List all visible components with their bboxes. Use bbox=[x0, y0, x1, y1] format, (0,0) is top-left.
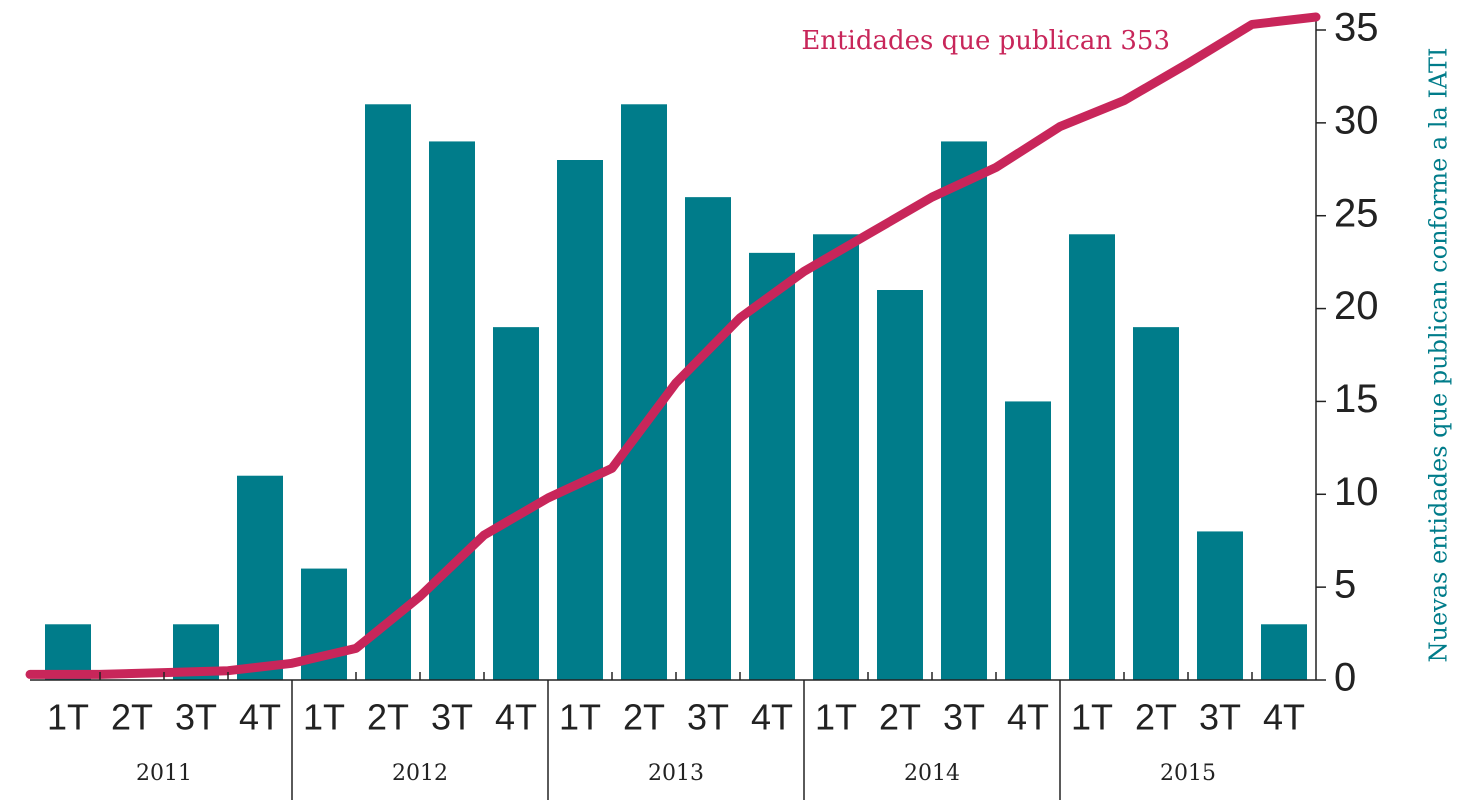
x-tick-label: 1T bbox=[1071, 697, 1113, 738]
y-tick-label: 30 bbox=[1334, 98, 1379, 142]
bar bbox=[685, 197, 731, 680]
group-label: 2013 bbox=[648, 761, 704, 786]
bar bbox=[1069, 234, 1115, 681]
y-tick-label: 15 bbox=[1334, 377, 1379, 421]
y-tick-label: 0 bbox=[1334, 656, 1356, 700]
x-tick-label: 3T bbox=[175, 697, 217, 738]
x-tick-label: 1T bbox=[303, 697, 345, 738]
x-tick-label: 4T bbox=[751, 697, 793, 738]
bar bbox=[877, 290, 923, 680]
bar bbox=[749, 252, 795, 680]
bar bbox=[813, 234, 859, 681]
x-tick-label: 3T bbox=[943, 697, 985, 738]
x-tick-label: 3T bbox=[1199, 697, 1241, 738]
y-tick-label: 5 bbox=[1334, 563, 1356, 607]
group-label: 2015 bbox=[1160, 761, 1216, 786]
y-axis-label: Nuevas entidades que publican conforme a… bbox=[1425, 48, 1453, 663]
bar bbox=[621, 104, 667, 681]
x-tick-label: 1T bbox=[559, 697, 601, 738]
line bbox=[25, 12, 1321, 679]
x-tick-label: 4T bbox=[239, 697, 281, 738]
x-tick-label: 2T bbox=[367, 697, 409, 738]
x-tick-label: 4T bbox=[495, 697, 537, 738]
bar bbox=[237, 475, 283, 680]
line-label: Entidades que publican 353 bbox=[801, 26, 1170, 56]
x-tick-label: 4T bbox=[1263, 697, 1305, 738]
x-tick-label: 4T bbox=[1007, 697, 1049, 738]
bar bbox=[1005, 401, 1051, 680]
x-tick-label: 3T bbox=[687, 697, 729, 738]
x-tick-label: 2T bbox=[1135, 697, 1177, 738]
x-tick-label: 1T bbox=[47, 697, 89, 738]
y-tick-label: 35 bbox=[1334, 6, 1379, 50]
x-tick-label: 2T bbox=[879, 697, 921, 738]
x-tick-label: 2T bbox=[111, 697, 153, 738]
x-tick-label: 2T bbox=[623, 697, 665, 738]
bar bbox=[1197, 531, 1243, 680]
bar bbox=[429, 141, 475, 680]
y-tick-label: 25 bbox=[1334, 191, 1379, 235]
bar bbox=[1261, 624, 1307, 680]
group-label: 2012 bbox=[392, 761, 448, 786]
bar bbox=[365, 104, 411, 681]
group-label: 2011 bbox=[136, 761, 192, 786]
group-label: 2014 bbox=[904, 761, 960, 786]
y-tick-label: 10 bbox=[1334, 470, 1379, 514]
bar bbox=[941, 141, 987, 680]
bar bbox=[1133, 327, 1179, 680]
x-tick-label: 3T bbox=[431, 697, 473, 738]
x-tick-label: 1T bbox=[815, 697, 857, 738]
y-tick-label: 20 bbox=[1334, 284, 1379, 328]
bar bbox=[557, 160, 603, 680]
